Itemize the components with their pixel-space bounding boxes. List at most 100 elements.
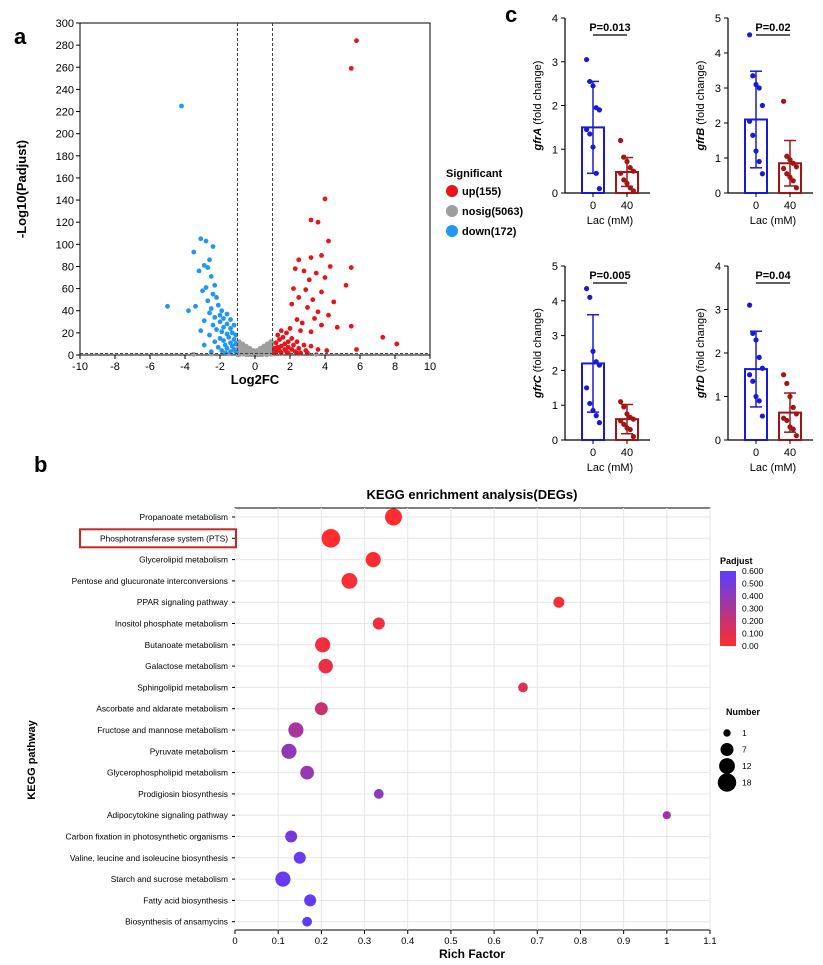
bar-data-point: [750, 73, 756, 79]
volcano-point: [210, 322, 216, 328]
bar-data-point: [621, 154, 627, 160]
bar-xtick-label: 0: [753, 447, 759, 459]
volcano-xtick-label: 6: [357, 361, 363, 373]
bar-ytick-label: 0: [715, 435, 721, 447]
volcano-ytick-label: 100: [56, 239, 74, 251]
kegg-bubble: [662, 811, 671, 820]
volcano-point: [301, 342, 307, 348]
volcano-point: [296, 295, 302, 300]
bar-data-point: [759, 102, 766, 109]
volcano-point: [203, 285, 209, 290]
volcano-point: [205, 298, 211, 304]
padj-tick-label: 0.400: [742, 591, 764, 601]
volcano-ytick-label: 300: [56, 18, 74, 30]
kegg-pathway-label: Butanoate metabolism: [145, 640, 228, 650]
volcano-point: [219, 308, 225, 314]
kegg-xtick-label: 0.8: [574, 936, 587, 947]
bar-data-point: [593, 413, 599, 419]
bar-ylabel-unit: (fold change): [695, 61, 707, 128]
kegg-pathway-label: Phosphotransferase system (PTS): [100, 533, 228, 543]
volcano-point: [275, 332, 281, 338]
kegg-xtick-label: 0.4: [401, 936, 414, 947]
bar-data-point: [753, 81, 759, 88]
bar-data-point: [593, 359, 599, 365]
bar-data-point: [618, 399, 624, 405]
kegg-bubble: [288, 722, 304, 738]
volcano-point: [284, 330, 289, 336]
kegg-grid: [234, 508, 711, 930]
bar-data-point: [584, 126, 590, 133]
bar-xtick-label: 40: [621, 447, 633, 459]
volcano-point: [315, 347, 321, 352]
number-legend-marker: [720, 742, 734, 757]
bar-data-point: [624, 180, 630, 186]
bar-ytick-label: 0: [715, 188, 721, 200]
volcano-point: [207, 310, 212, 316]
kegg-xtick-label: 1.1: [703, 936, 716, 947]
bar-data-point: [756, 85, 762, 91]
kegg-xtick-label: 0.6: [487, 936, 500, 947]
panel-label-b: b: [34, 452, 47, 477]
kegg-bubble: [315, 637, 331, 653]
bar-data-point: [781, 98, 787, 104]
bar-data-point: [793, 164, 800, 170]
bar-data-point: [624, 158, 630, 165]
volcano-point: [296, 257, 302, 263]
kegg-bubble: [300, 765, 314, 780]
bar-data-point: [793, 433, 800, 439]
number-legend-label: 7: [742, 745, 747, 755]
bar-ylabel: gfrA (fold change): [532, 61, 544, 152]
bar-data-point: [750, 132, 756, 138]
volcano-point: [326, 312, 331, 318]
kegg-xtick-label: 1: [664, 936, 669, 947]
volcano-ytick-label: 180: [56, 151, 74, 163]
bar-data-point: [624, 411, 630, 417]
kegg-bubble: [518, 682, 528, 693]
highlight-box: [79, 528, 237, 549]
bar-data-point: [593, 170, 599, 176]
kegg-pathway-label: Valine, leucine and isoleucine biosynthe…: [70, 853, 228, 863]
volcano-point: [277, 337, 282, 342]
pvalue-label: P=0.013: [589, 22, 630, 34]
volcano-point: [313, 351, 319, 357]
volcano-point: [299, 320, 305, 326]
bar-ytick-label: 2: [715, 348, 721, 360]
volcano-point: [200, 288, 205, 294]
kegg-pathway-label: Inositol phosphate metabolism: [115, 619, 228, 629]
volcano-ytick-label: 60: [62, 284, 74, 296]
volcano-ytick-label: 160: [56, 173, 74, 185]
bar-data-point: [621, 404, 627, 410]
bar-data-point: [590, 83, 596, 89]
volcano-point: [278, 328, 284, 334]
volcano-point: [285, 350, 291, 356]
volcano-point: [294, 317, 300, 322]
bar-ytick-label: 5: [552, 261, 558, 273]
volcano-point: [222, 350, 228, 356]
bar-ylabel: gfrD (fold change): [695, 308, 707, 399]
bar-data-point: [784, 153, 790, 159]
volcano-point: [201, 262, 207, 268]
volcano-xtick-label: -6: [145, 361, 155, 373]
bar-data-point: [784, 380, 790, 387]
bar-data-point: [627, 426, 633, 433]
bar-data-point: [793, 411, 800, 417]
bar-data-point: [630, 416, 637, 422]
volcano-point: [224, 321, 230, 327]
kegg-bubble: [281, 743, 297, 759]
kegg-bubble: [365, 552, 381, 568]
bar-ytick-label: 4: [552, 13, 558, 25]
volcano-point: [278, 350, 284, 356]
volcano-plot: 0204060801001201401601802002202402602803…: [14, 18, 523, 387]
bar-data-point: [596, 420, 603, 426]
volcano-xtick-label: -10: [72, 361, 88, 373]
kegg-bubble: [384, 508, 402, 526]
kegg-bubble: [321, 528, 341, 548]
volcano-point: [322, 196, 328, 202]
volcano-point: [219, 348, 225, 353]
kegg-bubble: [553, 596, 565, 608]
kegg-pathway-label: Fructose and mannose metabolism: [97, 725, 228, 735]
kegg-xtick-label: 0.3: [358, 936, 371, 947]
bar-xtick-label: 40: [621, 200, 633, 212]
kegg-pathway-label: Galactose metabolism: [145, 661, 228, 671]
